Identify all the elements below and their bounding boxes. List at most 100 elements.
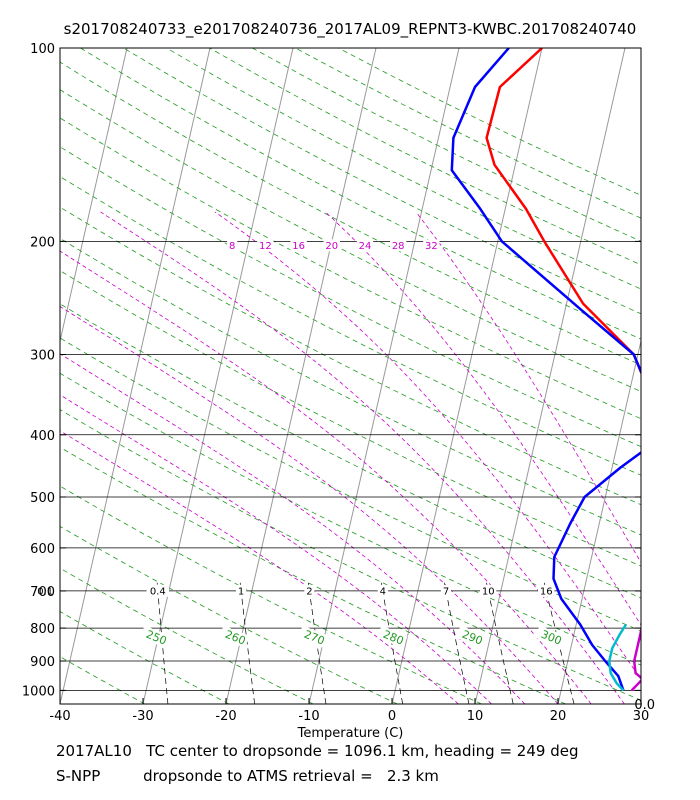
moist-adiabat-label: 8: [229, 241, 235, 252]
mixing-ratio-label: 0.4: [150, 586, 166, 597]
label-backdrop: [376, 625, 408, 648]
dry-adiabat-line: [60, 206, 641, 506]
x-axis-label: Temperature (C): [297, 726, 404, 741]
label-backdrop: [534, 625, 566, 648]
mixing-ratio-line: [239, 582, 256, 704]
label-backdrop: [146, 584, 170, 597]
label-backdrop: [33, 584, 57, 597]
isotherm-line: [225, 48, 377, 704]
mixing-ratio-label: 2: [306, 586, 312, 597]
moist-adiabat-line: [60, 430, 459, 704]
isotherm-line: [640, 701, 641, 704]
x-tick-label: -40: [49, 709, 70, 724]
isotherm-line: [60, 48, 128, 344]
isotherm-line: [0, 48, 44, 704]
y-tick-label: 200: [30, 235, 55, 250]
moist-adiabat-line: [325, 211, 641, 626]
moist-adiabat-label: 16: [292, 241, 305, 252]
mixing-ratio-label: 1: [238, 586, 244, 597]
moist-adiabat-label: 24: [359, 241, 372, 252]
x-tick-label: -20: [215, 709, 236, 724]
moist-adiabat-line: [415, 211, 641, 564]
chart-title: s201708240733_e201708240736_2017AL09_REP…: [63, 20, 637, 38]
label-backdrop: [139, 625, 171, 648]
mixing-ratio-label: 7: [443, 586, 449, 597]
moist-adiabat-line: [60, 250, 592, 704]
y-tick-label: 400: [30, 429, 55, 444]
x-tick-label: 0: [388, 709, 396, 724]
label-backdrop: [227, 239, 238, 252]
dry-adiabat-line: [60, 372, 641, 666]
y-tick-label: 100: [30, 42, 55, 57]
dry-adiabat-line: [60, 446, 566, 704]
y-tick-label: 1000: [22, 684, 55, 699]
label-backdrop: [323, 239, 340, 252]
plot-frame: [59, 47, 642, 705]
x-tick-label: 30: [633, 709, 650, 724]
isotherm-line: [391, 48, 543, 704]
label-backdrop: [538, 584, 555, 597]
isotherm-line: [557, 338, 641, 704]
isotherm-line: [308, 48, 460, 704]
dry-adiabat-line: [60, 176, 641, 476]
label-backdrop: [297, 625, 329, 648]
dry-adiabat-line: [60, 303, 641, 599]
dry-adiabat-line: [123, 48, 641, 315]
dry-adiabat-line: [60, 656, 145, 704]
moist-adiabat-label: 12: [259, 241, 272, 252]
mixing-ratio-line: [486, 582, 514, 704]
series-line: [450, 48, 641, 691]
x-tick-label: -30: [132, 709, 153, 724]
moist-adiabat-line: [214, 211, 641, 681]
label-backdrop: [290, 239, 307, 252]
label-backdrop: [480, 584, 497, 597]
mixing-ratio-line: [156, 582, 169, 704]
profile-series: [450, 48, 641, 692]
label-backdrop: [304, 584, 315, 597]
x-tick-label: 20: [550, 709, 567, 724]
dry-adiabat-line: [60, 703, 61, 704]
mixing-ratio-label: 4: [380, 586, 386, 597]
x-tick-label: -10: [298, 709, 319, 724]
plot-background: [60, 48, 641, 704]
moist-adiabat-line: [60, 394, 492, 704]
label-backdrop: [356, 239, 374, 252]
series-line: [608, 623, 627, 692]
label-backdrop: [257, 239, 274, 252]
moist-adiabat-label: 32: [425, 241, 438, 252]
dry-adiabat-line: [80, 48, 641, 340]
y-tick-label: 800: [30, 622, 55, 637]
moist-adiabat-line: [60, 353, 526, 704]
label-backdrop: [423, 239, 440, 252]
y-tick-label: 600: [30, 542, 55, 557]
mixing-ratio-line: [543, 582, 575, 704]
corner-label: 0.0: [634, 698, 655, 713]
dry-adiabat-line: [60, 409, 641, 701]
mixing-ratio-line: [381, 582, 404, 704]
label-backdrop: [235, 584, 247, 597]
mixing-ratio-lines: [156, 582, 575, 704]
label-backdrop: [455, 625, 487, 648]
label-backdrop: [218, 625, 250, 648]
x-tick-label: 10: [467, 709, 484, 724]
isotherm-line: [474, 48, 626, 704]
y-tick-label: 300: [30, 348, 55, 363]
series-line: [485, 48, 641, 376]
isotherm-line: [60, 48, 211, 704]
footer-tc-distance: 2017AL10 TC center to dropsonde = 1096.1…: [56, 742, 579, 760]
label-backdrop: [440, 584, 452, 597]
label-backdrop: [377, 584, 388, 597]
label-backdrop: [389, 239, 407, 252]
mixing-ratio-line: [307, 582, 327, 704]
dry-adiabats: [60, 48, 641, 704]
mixing-ratio-label: 0.1: [37, 586, 53, 597]
y-tick-label: 900: [30, 655, 55, 670]
y-tick-label: 700: [30, 585, 55, 600]
mixing-ratio-label: 10: [482, 586, 495, 597]
moist-adiabat-label: 20: [325, 241, 338, 252]
dry-adiabat-line: [60, 237, 641, 536]
moist-adiabat-line: [100, 211, 625, 704]
